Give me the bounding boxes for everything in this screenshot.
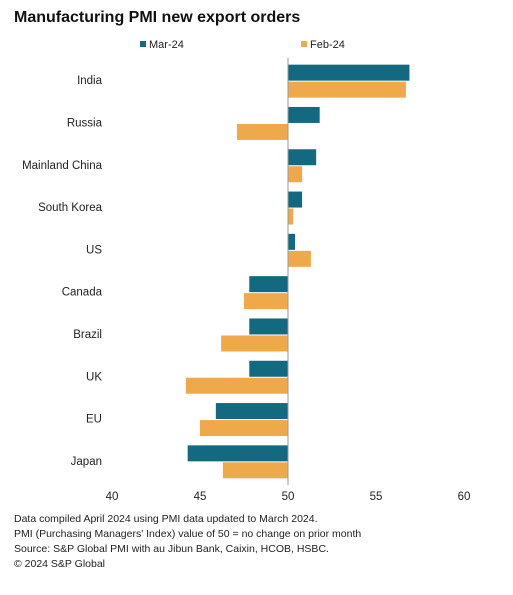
bars-group <box>185 64 410 479</box>
category-label: Mainland China <box>22 160 103 172</box>
bar-feb-russia <box>236 123 288 140</box>
bar-mar-japan <box>187 445 288 462</box>
bar-mar-eu <box>215 403 288 420</box>
bar-feb-india <box>288 81 406 98</box>
footer-notes: Data compiled April 2024 using PMI data … <box>14 512 361 572</box>
category-labels: India Russia Mainland China South Korea US Ca… <box>22 75 103 468</box>
category-label: UK <box>86 371 102 383</box>
bar-mar-mainland-china <box>288 149 317 166</box>
bar-mar-brazil <box>249 318 288 335</box>
footer-line-2: PMI (Purchasing Managers' Index) value o… <box>14 528 362 540</box>
footer-line-3: Source: S&P Global PMI with au Jibun Ban… <box>14 543 329 555</box>
bar-mar-us <box>288 233 296 250</box>
category-label: Canada <box>62 287 103 299</box>
footer-line-4: © 2024 S&P Global <box>14 558 106 570</box>
legend-swatch-feb <box>301 41 307 47</box>
bar-mar-russia <box>288 106 320 123</box>
bar-feb-brazil <box>221 335 288 352</box>
bar-feb-south-korea <box>288 208 294 225</box>
x-tick-label: 45 <box>194 491 207 503</box>
x-tick-label: 60 <box>458 491 471 503</box>
footer-line-1: Data compiled April 2024 using PMI data … <box>14 513 318 525</box>
category-label: Russia <box>67 117 103 129</box>
legend-label-feb: Feb-24 <box>310 39 345 51</box>
x-axis-ticks: 40 45 50 55 60 <box>106 491 471 503</box>
legend: Mar-24 Feb-24 <box>140 39 345 51</box>
category-label: EU <box>86 414 102 426</box>
bar-feb-mainland-china <box>288 166 303 183</box>
bar-feb-uk <box>185 377 288 394</box>
bar-mar-uk <box>249 360 288 377</box>
x-tick-label: 50 <box>282 491 295 503</box>
bar-mar-canada <box>249 276 288 293</box>
bar-chart: Mar-24 Feb-24 India Russia Mainland China S… <box>22 39 471 503</box>
chart-title: Manufacturing PMI new export orders <box>14 9 301 26</box>
bar-feb-canada <box>244 293 288 310</box>
bar-mar-south-korea <box>288 191 303 208</box>
bar-feb-eu <box>200 420 288 437</box>
x-tick-label: 40 <box>106 491 119 503</box>
category-label: South Korea <box>38 202 103 214</box>
bar-mar-india <box>288 64 410 81</box>
category-label: Brazil <box>73 329 102 341</box>
legend-swatch-mar <box>140 41 146 47</box>
category-label: India <box>77 75 103 87</box>
bar-feb-japan <box>222 462 288 479</box>
category-label: US <box>86 244 102 256</box>
legend-label-mar: Mar-24 <box>149 39 184 51</box>
x-tick-label: 55 <box>370 491 383 503</box>
category-label: Japan <box>71 456 102 468</box>
bar-feb-us <box>288 250 311 267</box>
